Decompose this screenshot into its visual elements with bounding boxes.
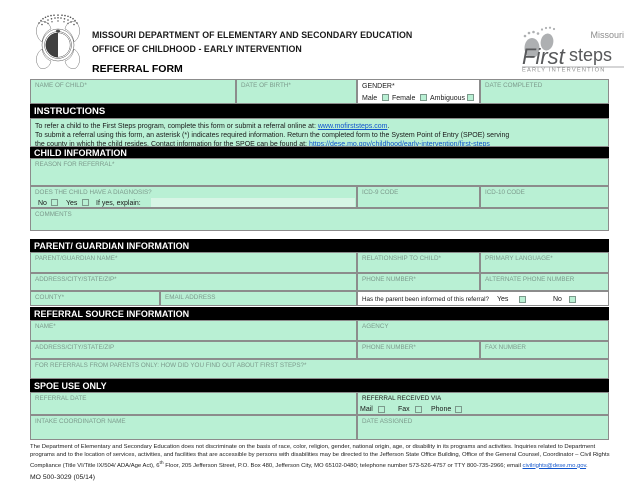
svg-text:steps: steps <box>569 45 612 65</box>
svg-text:First: First <box>522 44 566 69</box>
svg-text:Missouri: Missouri <box>590 30 624 40</box>
svg-text:EARLY INTERVENTION: EARLY INTERVENTION <box>522 68 606 73</box>
